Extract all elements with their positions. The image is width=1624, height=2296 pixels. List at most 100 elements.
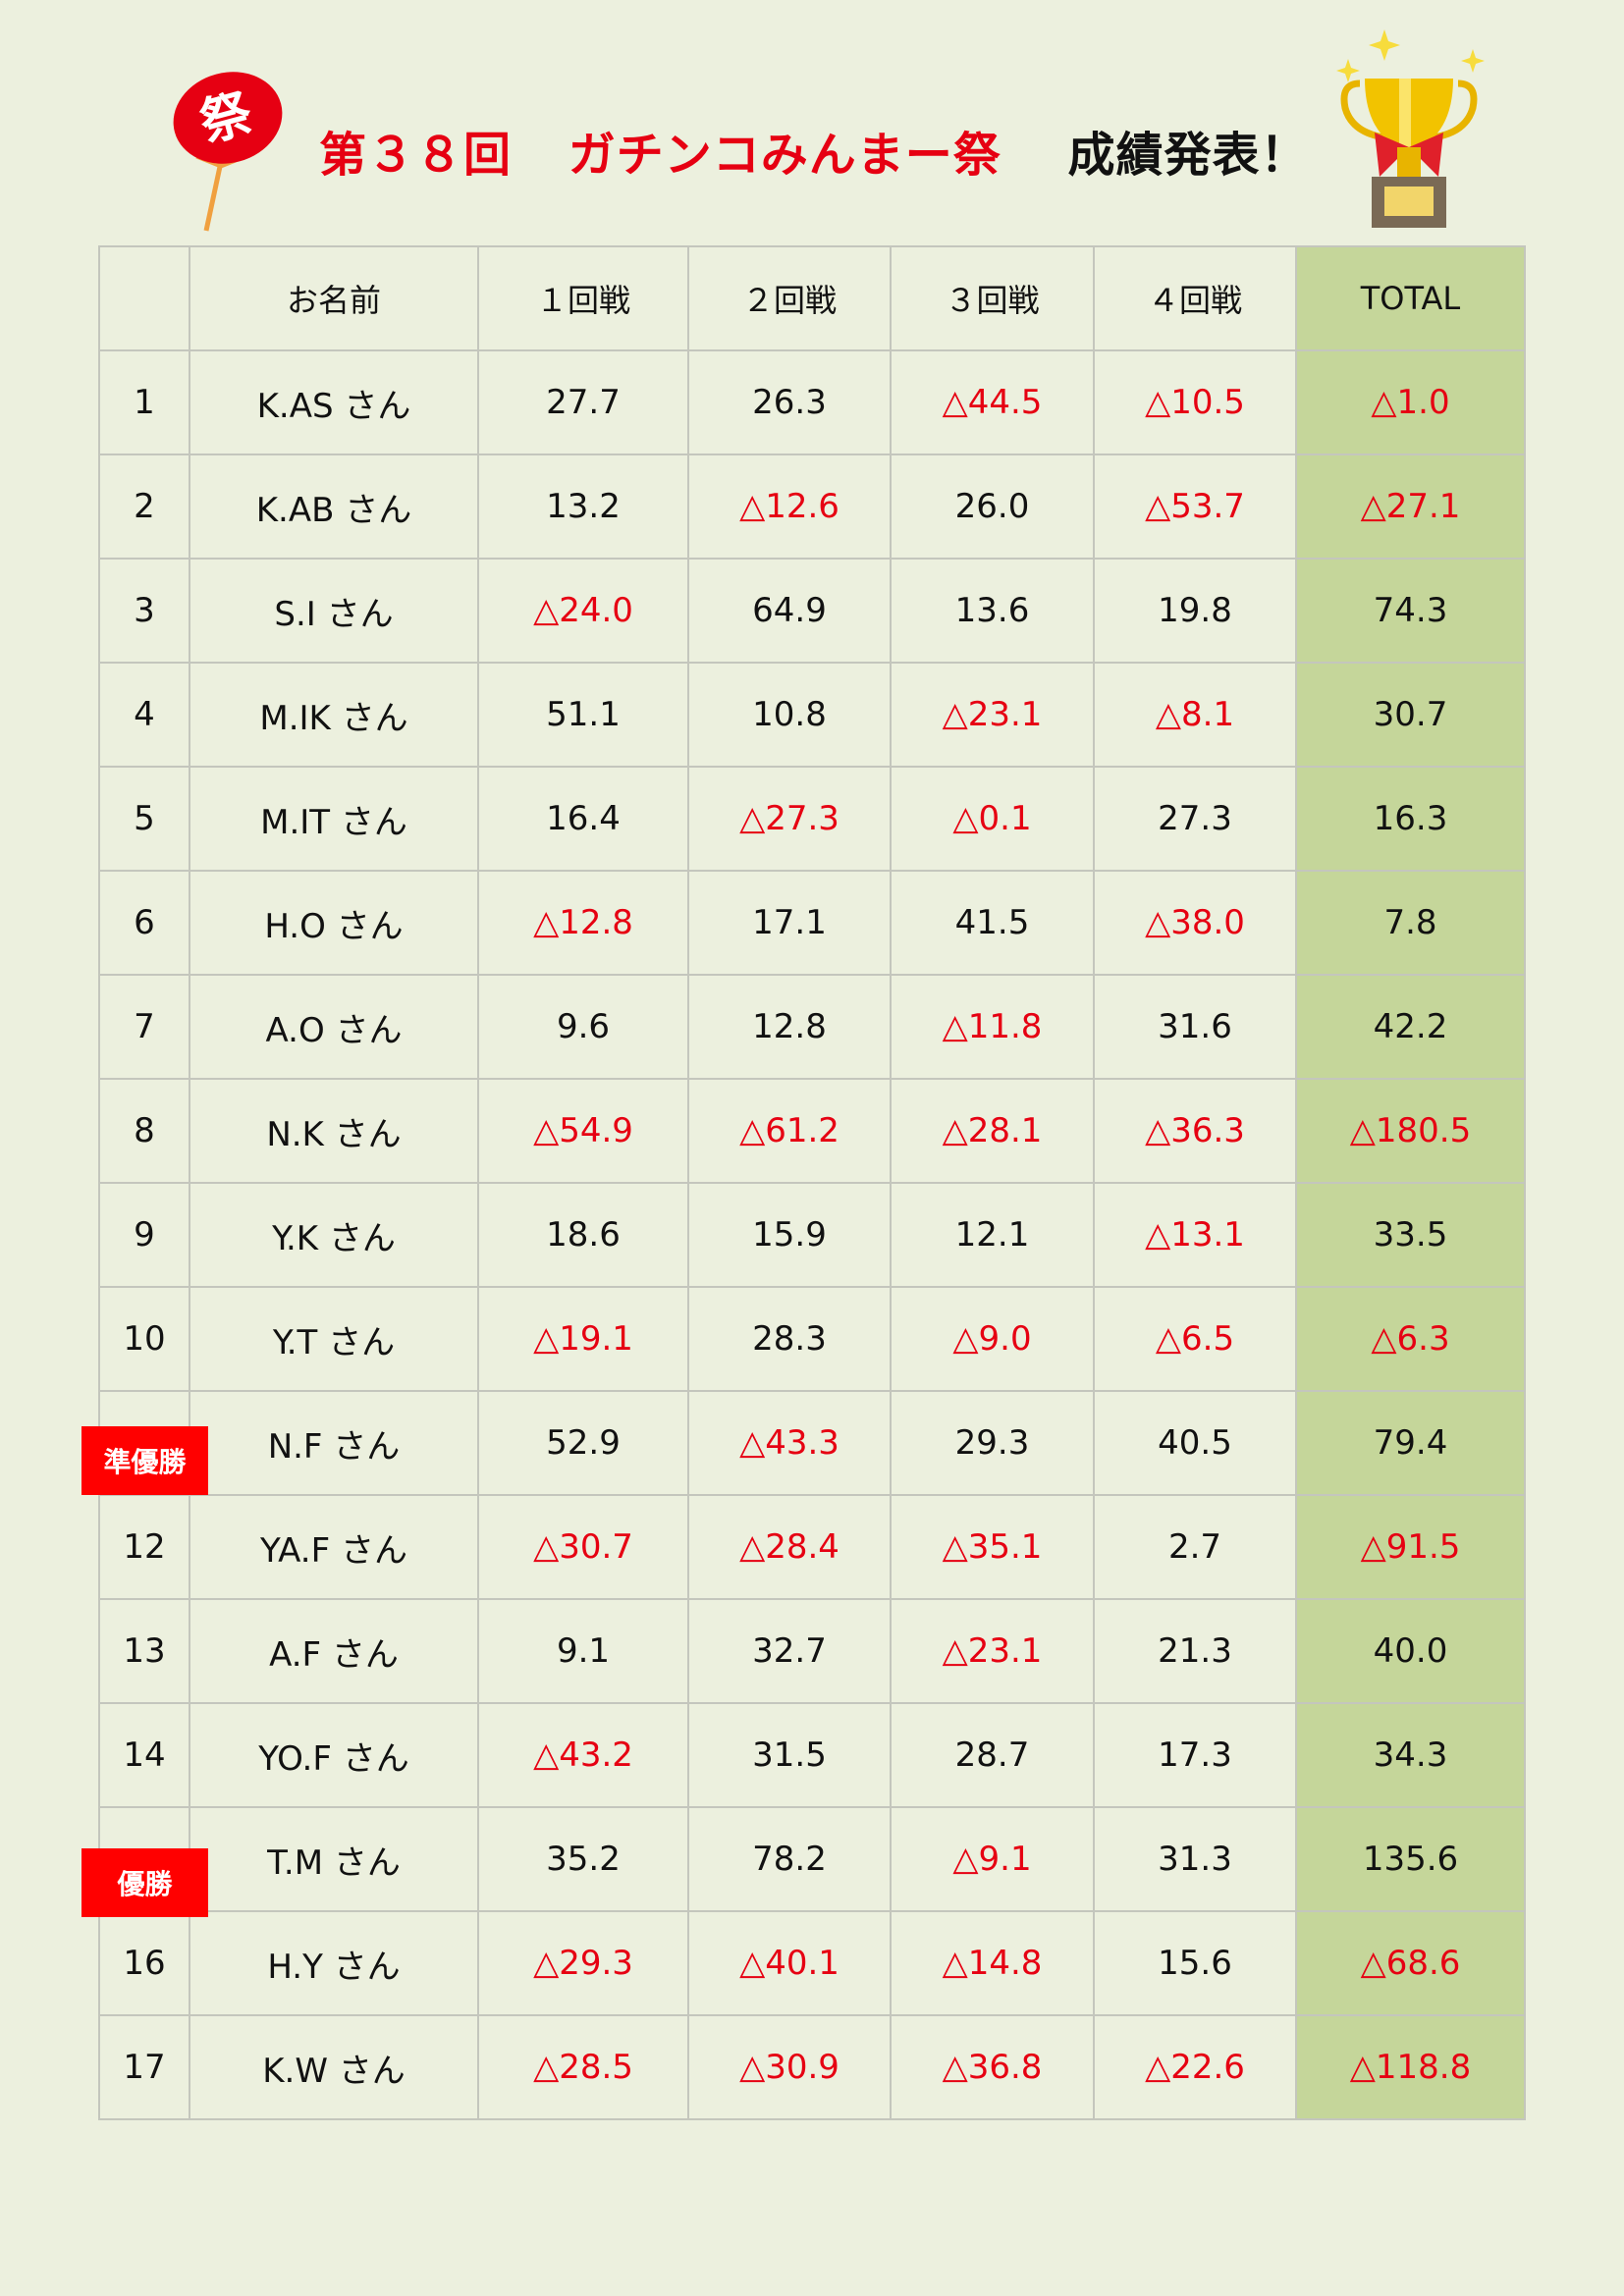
cell-round-2: 17.1: [687, 870, 892, 976]
cell-total: 34.3: [1295, 1702, 1526, 1808]
table-row: 10 Y.T さん △19.1 28.3 △9.0 △6.5 △6.3: [98, 1286, 1526, 1392]
cell-round-2: 64.9: [687, 558, 892, 664]
cell-round-4: 17.3: [1093, 1702, 1297, 1808]
cell-round-1: △28.5: [477, 2014, 689, 2120]
cell-round-2: △27.3: [687, 766, 892, 872]
title-results: 成績発表！: [1067, 128, 1309, 183]
cell-round-2: 26.3: [687, 349, 892, 455]
cell-round-3: 29.3: [890, 1390, 1095, 1496]
cell-rank: 12: [98, 1494, 190, 1600]
cell-round-3: △11.8: [890, 974, 1095, 1080]
cell-round-2: 32.7: [687, 1598, 892, 1704]
cell-total: △91.5: [1295, 1494, 1526, 1600]
cell-round-2: △61.2: [687, 1078, 892, 1184]
cell-round-3: △23.1: [890, 662, 1095, 768]
cell-name: K.AS さん: [189, 349, 479, 455]
cell-round-3: △9.0: [890, 1286, 1095, 1392]
table-row: 14 YO.F さん △43.2 31.5 28.7 17.3 34.3: [98, 1702, 1526, 1808]
cell-round-1: △19.1: [477, 1286, 689, 1392]
cell-round-3: 26.0: [890, 454, 1095, 560]
cell-rank: 10: [98, 1286, 190, 1392]
cell-rank: 6: [98, 870, 190, 976]
table-row: 8 N.K さん △54.9 △61.2 △28.1 △36.3 △180.5: [98, 1078, 1526, 1184]
cell-rank: 9: [98, 1182, 190, 1288]
cell-round-1: 13.2: [477, 454, 689, 560]
cell-round-4: △53.7: [1093, 454, 1297, 560]
column-header-round-4: ４回戦: [1093, 245, 1297, 351]
cell-rank: 16: [98, 1910, 190, 2016]
cell-name: H.O さん: [189, 870, 479, 976]
cell-round-1: 9.6: [477, 974, 689, 1080]
column-header-rank: [98, 245, 190, 351]
cell-round-1: △43.2: [477, 1702, 689, 1808]
cell-round-1: 27.7: [477, 349, 689, 455]
table-row: 3 S.I さん △24.0 64.9 13.6 19.8 74.3: [98, 558, 1526, 664]
column-header-round-3: ３回戦: [890, 245, 1095, 351]
cell-name: H.Y さん: [189, 1910, 479, 2016]
cell-name: S.I さん: [189, 558, 479, 664]
cell-name: YO.F さん: [189, 1702, 479, 1808]
cell-round-4: △10.5: [1093, 349, 1297, 455]
rank-badge: 優勝: [81, 1848, 208, 1918]
cell-round-1: 18.6: [477, 1182, 689, 1288]
cell-total: 30.7: [1295, 662, 1526, 768]
cell-rank: 13: [98, 1598, 190, 1704]
cell-rank: 14: [98, 1702, 190, 1808]
table-row: 6 H.O さん △12.8 17.1 41.5 △38.0 7.8: [98, 870, 1526, 976]
cell-round-4: △6.5: [1093, 1286, 1297, 1392]
title-edition: 第３８回: [319, 128, 513, 183]
cell-round-1: 52.9: [477, 1390, 689, 1496]
table-row: 7 A.O さん 9.6 12.8 △11.8 31.6 42.2: [98, 974, 1526, 1080]
cell-total: 42.2: [1295, 974, 1526, 1080]
table-row: 1 K.AS さん 27.7 26.3 △44.5 △10.5 △1.0: [98, 349, 1526, 455]
column-header-round-2: ２回戦: [687, 245, 892, 351]
table-row: 4 M.IK さん 51.1 10.8 △23.1 △8.1 30.7: [98, 662, 1526, 768]
cell-round-1: △30.7: [477, 1494, 689, 1600]
cell-round-1: 51.1: [477, 662, 689, 768]
cell-round-2: △12.6: [687, 454, 892, 560]
cell-round-1: △54.9: [477, 1078, 689, 1184]
cell-round-2: 12.8: [687, 974, 892, 1080]
cell-name: K.W さん: [189, 2014, 479, 2120]
cell-round-4: 27.3: [1093, 766, 1297, 872]
cell-rank: 3: [98, 558, 190, 664]
cell-round-4: 19.8: [1093, 558, 1297, 664]
cell-rank: 4: [98, 662, 190, 768]
cell-round-4: △8.1: [1093, 662, 1297, 768]
column-header-total: TOTAL: [1295, 245, 1526, 351]
table-row: T.M さん 35.2 78.2 △9.1 31.3 135.6: [98, 1806, 1526, 1912]
cell-round-1: △29.3: [477, 1910, 689, 2016]
cell-round-3: △9.1: [890, 1806, 1095, 1912]
cell-round-3: △44.5: [890, 349, 1095, 455]
cell-total: 74.3: [1295, 558, 1526, 664]
cell-round-1: △12.8: [477, 870, 689, 976]
cell-total: △27.1: [1295, 454, 1526, 560]
cell-total: △180.5: [1295, 1078, 1526, 1184]
cell-rank: 17: [98, 2014, 190, 2120]
cell-name: A.F さん: [189, 1598, 479, 1704]
cell-round-2: 31.5: [687, 1702, 892, 1808]
cell-name: T.M さん: [189, 1806, 479, 1912]
cell-round-3: 12.1: [890, 1182, 1095, 1288]
cell-round-1: 16.4: [477, 766, 689, 872]
cell-name: K.AB さん: [189, 454, 479, 560]
cell-name: Y.K さん: [189, 1182, 479, 1288]
cell-total: 40.0: [1295, 1598, 1526, 1704]
cell-round-2: 28.3: [687, 1286, 892, 1392]
cell-round-2: △40.1: [687, 1910, 892, 2016]
table-row: 9 Y.K さん 18.6 15.9 12.1 △13.1 33.5: [98, 1182, 1526, 1288]
cell-round-4: △36.3: [1093, 1078, 1297, 1184]
cell-round-2: △43.3: [687, 1390, 892, 1496]
cell-round-4: 40.5: [1093, 1390, 1297, 1496]
table-header-row: お名前 １回戦 ２回戦 ３回戦 ４回戦 TOTAL: [98, 245, 1526, 351]
cell-round-4: 31.3: [1093, 1806, 1297, 1912]
rank-badge: 準優勝: [81, 1426, 208, 1495]
cell-round-1: 35.2: [477, 1806, 689, 1912]
cell-round-2: 10.8: [687, 662, 892, 768]
cell-round-3: △0.1: [890, 766, 1095, 872]
cell-round-3: 41.5: [890, 870, 1095, 976]
table-row: 5 M.IT さん 16.4 △27.3 △0.1 27.3 16.3: [98, 766, 1526, 872]
cell-round-2: 78.2: [687, 1806, 892, 1912]
cell-total: △1.0: [1295, 349, 1526, 455]
cell-total: △68.6: [1295, 1910, 1526, 2016]
